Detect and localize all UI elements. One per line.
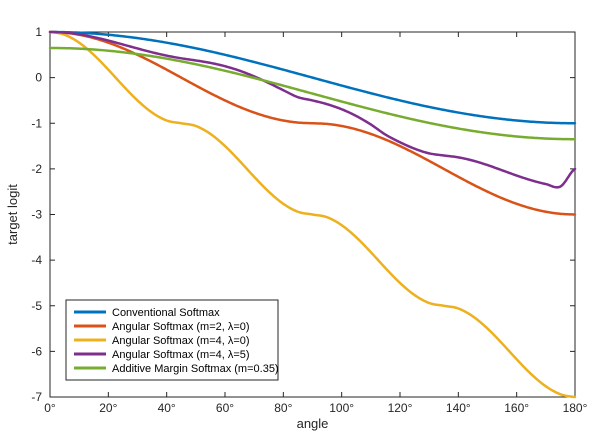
series-line-5 [48,46,577,141]
x-tick-label: 120° [388,401,413,415]
y-tick-label: -3 [31,208,42,222]
y-axis-label: target logit [5,184,20,245]
legend-label-1: Conventional Softmax [112,307,220,319]
x-tick-label: 20° [99,401,117,415]
axes: 0° 20° 40° 60° 80° 100° 120° 140° 160° 180° 1 0 -1 -2… [31,25,587,415]
series-line-3 [48,30,577,399]
legend: Conventional Softmax Angular Softmax (m=2… [65,299,279,381]
series-group [48,30,577,399]
legend-label-5: Additive Margin Softmax (m=0.35) [112,363,279,375]
legend-label-4: Angular Softmax (m=4, λ=5) [112,349,250,361]
y-tick-label: 1 [35,25,42,39]
x-tick-label: 60° [216,401,234,415]
x-tick-label: 0° [44,401,56,415]
x-tick-label: 180° [563,401,588,415]
y-tick-label: -4 [31,253,42,267]
legend-label-3: Angular Softmax (m=4, λ=0) [112,335,250,347]
x-tick-label: 40° [158,401,176,415]
x-axis-label: angle [297,416,329,431]
x-tick-label: 140° [446,401,471,415]
y-tick-label: 0 [35,71,42,85]
y-tick-label: -1 [31,116,42,130]
x-tick-label: 160° [504,401,529,415]
legend-label-2: Angular Softmax (m=2, λ=0) [112,321,250,333]
y-tick-label: -5 [31,299,42,313]
x-tick-label: 100° [329,401,354,415]
y-tick-label: -2 [31,162,42,176]
series-line-1 [48,30,577,125]
y-tick-label: -7 [31,390,42,404]
x-tick-label: 80° [274,401,292,415]
y-tick-label: -6 [31,344,42,358]
series-line-4 [48,30,577,189]
